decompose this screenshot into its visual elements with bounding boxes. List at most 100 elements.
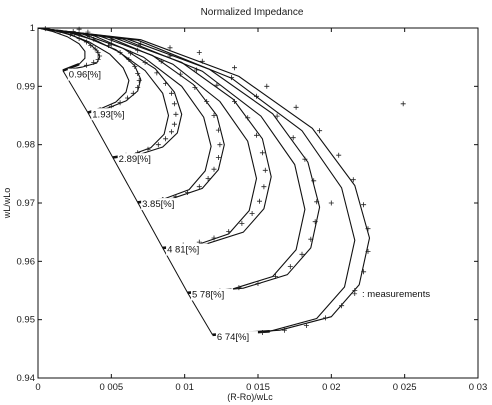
measurement-point [130, 90, 136, 96]
x-tick-label: 0 [35, 382, 40, 393]
measurement-point [255, 281, 261, 286]
measurement-point [245, 115, 251, 121]
chart-title: Normalized Impedance [201, 7, 304, 18]
measurement-point [163, 136, 169, 142]
y-tick-label: 0.96 [17, 256, 36, 267]
measurement-point [204, 99, 210, 104]
series-curve-outer [37, 27, 183, 159]
annotation-backing [166, 243, 209, 256]
measurement-point [232, 65, 237, 71]
measurement-point [312, 219, 318, 225]
measurement-point [236, 285, 242, 291]
series-label: 1.93[%] [92, 109, 124, 120]
series-curve-outer [37, 27, 272, 249]
measurement-point [97, 53, 103, 59]
measurement-point [254, 132, 259, 138]
measurement-point [400, 101, 406, 107]
y-tick-label: 0.98 [17, 140, 36, 151]
series-label: 3.85[%] [142, 199, 174, 210]
measurement-point [169, 129, 174, 135]
y-tick-label: 0.94 [17, 373, 36, 384]
measurement-point [290, 135, 296, 141]
measurement-point [192, 85, 198, 90]
measurement-point [299, 251, 305, 257]
annotation-backing [191, 288, 233, 301]
series-curve-inner [37, 27, 170, 159]
measurement-point [92, 46, 98, 52]
measurement-point [215, 127, 221, 133]
measurement-point [211, 235, 217, 241]
measurement-point [273, 274, 279, 279]
annotation-backing [215, 331, 258, 344]
measurement-point [205, 176, 211, 181]
measurement-point [167, 45, 173, 51]
measurement-point [83, 62, 89, 68]
measurement-point [361, 269, 367, 275]
y-tick-label: 0.97 [17, 198, 36, 209]
series-label: 0.96[%] [69, 70, 101, 81]
series-label: 2.89[%] [119, 154, 151, 165]
measurement-point [317, 128, 323, 134]
x-tick-label: 0 02 [322, 382, 341, 393]
annotation-backing [141, 198, 184, 211]
measurement-point [214, 82, 220, 88]
measurement-point [259, 150, 265, 156]
measurement-point [274, 113, 280, 119]
series-curve-inner [37, 27, 258, 249]
measurement-point [311, 178, 317, 184]
measurement-point [365, 226, 371, 232]
y-tick-label: 0.99 [17, 81, 36, 92]
measurement-point [314, 199, 320, 205]
measurement-point [211, 113, 217, 118]
plot-area: 0.96[%] 1.93[%] 2.89[%] 3.85[%] 4 81[%] 5 78[… [37, 26, 406, 344]
series-label: 6 74[%] [217, 332, 249, 343]
measurement-point [95, 57, 101, 62]
measurement-point [196, 184, 202, 190]
measurement-point [155, 142, 161, 148]
measurement-point [336, 152, 342, 158]
measurement-point [91, 59, 97, 65]
annotation-backing [67, 68, 110, 81]
x-tick-label: 0 025 [393, 382, 417, 393]
annotation-backing [117, 153, 160, 166]
measurement-point [339, 303, 345, 309]
measurement-point [171, 101, 177, 107]
measurement-point [293, 104, 299, 110]
measurement-point [308, 236, 314, 242]
measurement-point [249, 211, 255, 216]
x-tick-label: 0 015 [246, 382, 270, 393]
y-tick-label: 0.95 [17, 315, 36, 326]
x-axis-label: (R-Ro)/wLc [227, 392, 273, 402]
series-curve-outer [37, 27, 321, 294]
x-tick-label: 0 01 [175, 382, 194, 393]
x-tick-label: 0 005 [99, 382, 123, 393]
measurement-point [257, 198, 262, 204]
series-label: 5 78[%] [192, 290, 224, 301]
series-curve-inner [37, 27, 356, 336]
y-axis-label: wL/wLo [2, 188, 12, 220]
measurement-point [136, 78, 142, 83]
measurement-point [196, 50, 202, 55]
measurement-point [232, 99, 237, 104]
measurement-point [95, 50, 101, 55]
measurement-point [169, 90, 174, 96]
legend: + : measurements [352, 289, 430, 300]
legend-marker: + [352, 289, 358, 300]
measurement-point [226, 229, 232, 235]
measurement-point [365, 248, 371, 254]
measurement-point [323, 315, 328, 321]
y-tick-label: 1 [30, 23, 35, 34]
series-curve-inner [37, 27, 130, 114]
series-curve-outer [37, 27, 371, 336]
measurement-point [171, 121, 177, 127]
measurement-point [154, 70, 160, 76]
measurement-point [281, 327, 287, 333]
series-curve-tip [62, 62, 80, 72]
annotation-backing [91, 108, 134, 121]
measurement-point [361, 202, 367, 208]
measurement-point [117, 100, 123, 106]
